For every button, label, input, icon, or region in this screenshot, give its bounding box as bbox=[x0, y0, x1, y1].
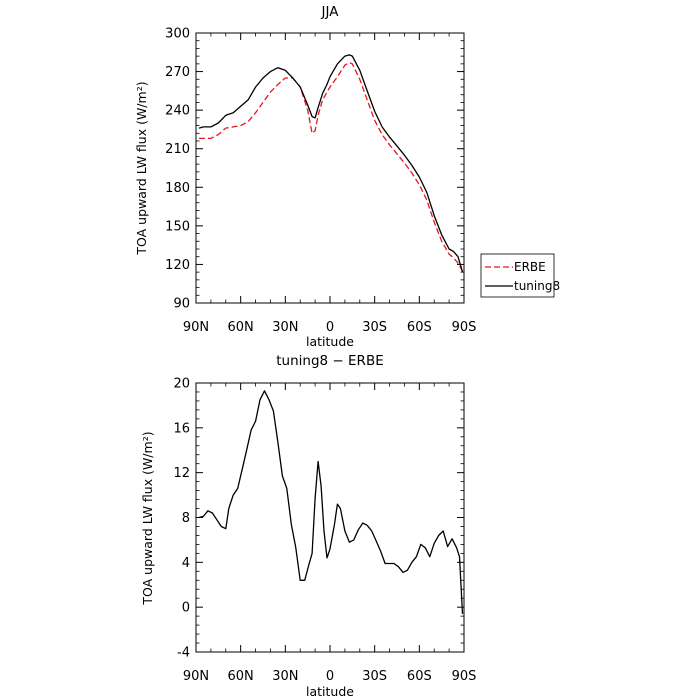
bottom-series-line-difference bbox=[198, 390, 464, 614]
top-x-tick-label: 30N bbox=[272, 320, 298, 335]
bottom-x-tick-label: 60S bbox=[407, 669, 432, 684]
legend-erbe-label: ERBE bbox=[514, 260, 546, 274]
bottom-x-tick-label: 30S bbox=[362, 669, 387, 684]
top-y-tick-label: 240 bbox=[165, 104, 190, 119]
top-x-tick-label: 30S bbox=[362, 320, 387, 335]
top-y-tick-label: 270 bbox=[165, 65, 190, 80]
bottom-x-axis-title: latitude bbox=[306, 684, 354, 699]
bottom-y-tick-label: 0 bbox=[182, 601, 190, 616]
top-x-tick-label: 0 bbox=[326, 320, 334, 335]
bottom-y-axis-title: TOA upward LW flux (W/m²) bbox=[140, 431, 155, 605]
top-x-tick-label: 60N bbox=[228, 320, 254, 335]
top-x-axis-title: latitude bbox=[306, 334, 354, 349]
top-y-tick-label: 210 bbox=[165, 142, 190, 157]
top-plot-title: JJA bbox=[321, 4, 340, 20]
bottom-y-tick-label: 16 bbox=[173, 421, 190, 436]
bottom-y-tick-label: 4 bbox=[182, 556, 190, 571]
legend-box bbox=[480, 253, 555, 298]
bottom-y-tick-label: -4 bbox=[177, 646, 190, 661]
top-y-tick-label: 120 bbox=[165, 258, 190, 273]
bottom-plot-frame bbox=[195, 382, 465, 653]
bottom-x-tick-label: 90S bbox=[452, 669, 477, 684]
bottom-y-tick-label: 8 bbox=[182, 511, 190, 526]
bottom-panel: tuning8 − ERBE TOA upward LW flux (W/m²)… bbox=[140, 353, 476, 699]
bottom-ticks: -4 0 4 8 12 16 20 90N 60N 30N 0 30S 60S 90S bbox=[173, 377, 476, 685]
top-panel: JJA TOA upward LW flux (W/m²) latitude 9… bbox=[134, 4, 476, 349]
bottom-x-tick-label: 30N bbox=[272, 669, 298, 684]
top-x-tick-label: 90N bbox=[183, 320, 209, 335]
top-y-tick-label: 180 bbox=[165, 181, 190, 196]
bottom-x-tick-label: 90N bbox=[183, 669, 209, 684]
bottom-x-tick-label: 60N bbox=[228, 669, 254, 684]
top-series-layer bbox=[198, 54, 464, 273]
bottom-plot-title: tuning8 − ERBE bbox=[276, 353, 383, 369]
top-y-axis-title: TOA upward LW flux (W/m²) bbox=[134, 81, 149, 255]
bottom-x-tick-label: 0 bbox=[326, 669, 334, 684]
top-y-tick-label: 90 bbox=[173, 297, 190, 312]
top-plot-frame bbox=[195, 32, 465, 304]
top-x-tick-label: 60S bbox=[407, 320, 432, 335]
top-y-tick-label: 150 bbox=[165, 219, 190, 234]
top-series-line-tuning8 bbox=[198, 54, 464, 273]
bottom-y-tick-label: 12 bbox=[173, 466, 190, 481]
top-ticks: 90 120 150 180 210 240 270 300 90N 60N 30N 0 30S 60S 9… bbox=[165, 27, 476, 336]
top-y-tick-label: 300 bbox=[165, 27, 190, 42]
top-x-tick-label: 90S bbox=[452, 320, 477, 335]
bottom-series-layer bbox=[198, 390, 464, 614]
top-series-line-erbe bbox=[199, 61, 464, 272]
legend-tuning8-label: tuning8 bbox=[514, 279, 560, 293]
legend: ERBE tuning8 bbox=[480, 253, 560, 298]
bottom-y-tick-label: 20 bbox=[173, 377, 190, 392]
